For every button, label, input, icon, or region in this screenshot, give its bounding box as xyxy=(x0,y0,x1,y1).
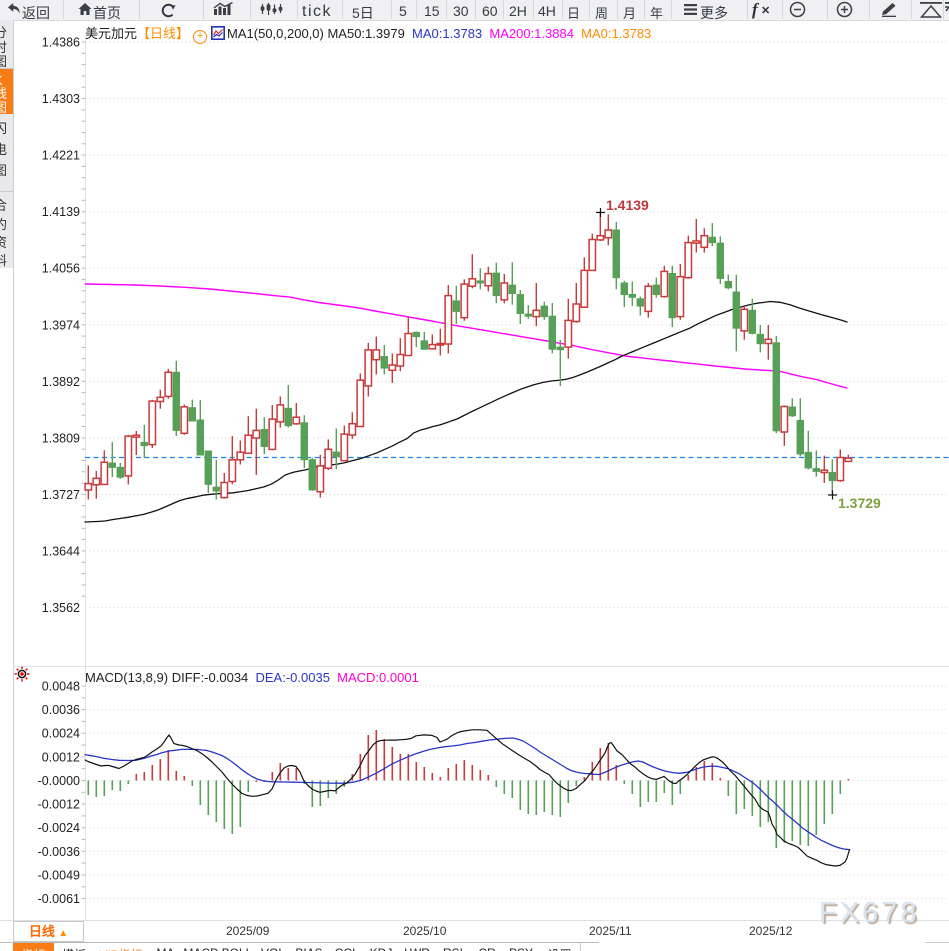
svg-text:-0.0012: -0.0012 xyxy=(38,798,80,812)
svg-text:-0.0061: -0.0061 xyxy=(38,892,80,906)
svg-text:1.4386: 1.4386 xyxy=(42,36,80,50)
svg-text:1.3562: 1.3562 xyxy=(42,601,80,615)
svg-text:0.0012: 0.0012 xyxy=(42,750,80,764)
svg-text:1.3729: 1.3729 xyxy=(838,495,881,511)
svg-text:1.3644: 1.3644 xyxy=(42,545,80,559)
svg-text:-0.0024: -0.0024 xyxy=(38,821,80,835)
svg-text:1.4303: 1.4303 xyxy=(42,92,80,106)
svg-text:1.4221: 1.4221 xyxy=(42,149,80,163)
svg-text:1.4139: 1.4139 xyxy=(606,197,649,213)
svg-text:-0.0036: -0.0036 xyxy=(38,845,80,859)
svg-text:1.3892: 1.3892 xyxy=(42,375,80,389)
svg-text:1.4139: 1.4139 xyxy=(42,205,80,219)
svg-text:0.0024: 0.0024 xyxy=(42,727,80,741)
svg-text:1.3727: 1.3727 xyxy=(42,488,80,502)
svg-text:1.3974: 1.3974 xyxy=(42,318,80,332)
svg-text:1.3809: 1.3809 xyxy=(42,431,80,445)
svg-text:0.0036: 0.0036 xyxy=(42,703,80,717)
svg-text:0.0048: 0.0048 xyxy=(42,680,80,694)
svg-text:-0.0000: -0.0000 xyxy=(38,774,80,788)
svg-text:-0.0049: -0.0049 xyxy=(38,869,80,883)
svg-text:1.4056: 1.4056 xyxy=(42,262,80,276)
